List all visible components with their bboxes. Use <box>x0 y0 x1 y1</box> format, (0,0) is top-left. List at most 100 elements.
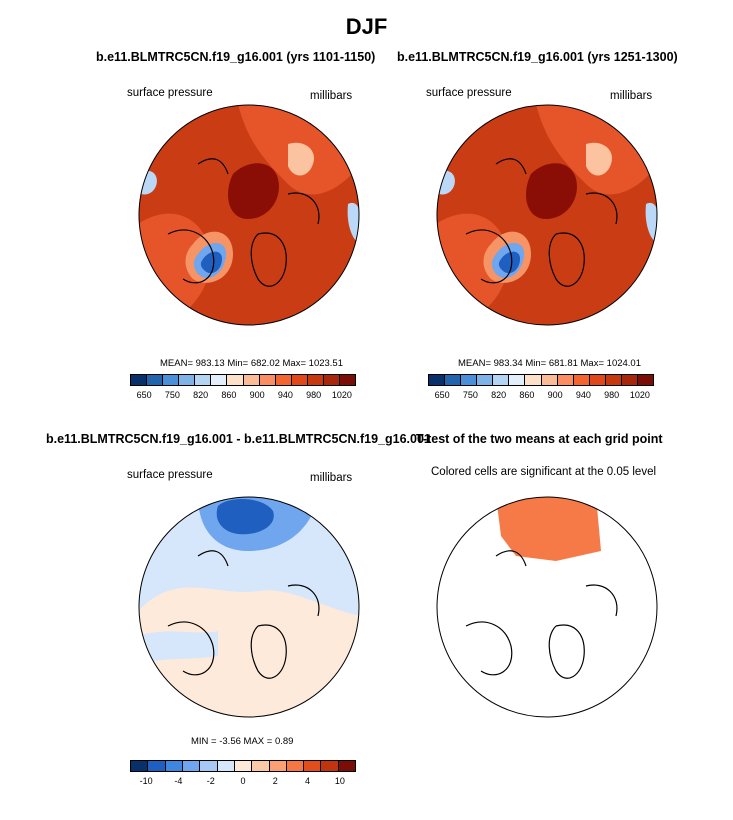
colorbar-cell <box>252 761 270 771</box>
map-bottom-right <box>436 496 658 718</box>
coastlines <box>465 158 618 287</box>
colorbar-tick-label: 820 <box>491 390 507 400</box>
colorbar-tick-label: 10 <box>334 776 345 786</box>
colorbar-bottom-left: -10 -4 -2 0 2 4 10 <box>130 760 356 786</box>
colorbar-cell <box>323 375 341 385</box>
colorbar-top-left: 650 750 820 860 900 940 980 1020 <box>130 374 356 400</box>
pressure-peach-patch <box>288 142 314 176</box>
colorbar-ticks: -10 -4 -2 0 2 4 10 <box>130 776 356 788</box>
pressure-ridge <box>228 163 279 219</box>
colorbar-tick-label: 4 <box>305 776 311 786</box>
map-border <box>436 496 658 718</box>
colorbar-cells <box>130 760 356 772</box>
colorbar-cell <box>445 375 462 385</box>
colorbar-tick-label: -4 <box>174 776 183 786</box>
colorbar-cell <box>321 761 339 771</box>
left-label-bottom-left: surface pressure <box>127 469 213 481</box>
colorbar-cell <box>275 375 292 385</box>
colorbar-cell <box>269 761 287 771</box>
colorbar-tick-label: 750 <box>164 390 180 400</box>
left-label-top-left: surface pressure <box>127 87 213 99</box>
colorbar-tick-label: 2 <box>272 776 278 786</box>
colorbar-cells <box>428 374 654 386</box>
left-label-top-right: surface pressure <box>426 87 512 99</box>
colorbar-cell <box>131 375 148 385</box>
pressure-ridge <box>526 163 577 219</box>
colorbar-cell <box>307 375 324 385</box>
map-top-left <box>138 104 360 326</box>
colorbar-tick-label: 650 <box>434 390 450 400</box>
colorbar-tick-label: 900 <box>547 390 563 400</box>
colorbar-cell <box>429 375 446 385</box>
difference-low-core <box>216 499 274 535</box>
colorbar-cell <box>165 761 183 771</box>
colorbar-tick-label: 860 <box>519 390 535 400</box>
colorbar-cell <box>148 761 166 771</box>
colorbar-cell <box>638 375 654 385</box>
colorbar-cell <box>234 761 253 771</box>
colorbar-cell <box>259 375 276 385</box>
colorbar-ticks: 650 750 820 860 900 940 980 1020 <box>428 390 654 402</box>
colorbar-cell <box>557 375 574 385</box>
colorbar-cell <box>509 375 526 385</box>
colorbar-cell <box>304 761 322 771</box>
colorbar-cell <box>179 375 196 385</box>
colorbar-tick-label: 980 <box>306 390 322 400</box>
colorbar-cell <box>589 375 606 385</box>
panel-title-bottom-right: T-test of the two means at each grid poi… <box>416 432 663 446</box>
figure-title: DJF <box>345 14 388 39</box>
colorbar-cell <box>525 375 542 385</box>
difference-field-band <box>139 631 218 666</box>
colorbar-tick-label: 980 <box>604 390 620 400</box>
colorbar-tick-label: 650 <box>136 390 152 400</box>
colorbar-cell <box>541 375 558 385</box>
colorbar-cell <box>340 375 356 385</box>
colorbar-cell <box>461 375 478 385</box>
colorbar-cell <box>338 761 356 771</box>
units-label-top-left: millibars <box>310 90 353 102</box>
colorbar-cell <box>195 375 212 385</box>
subtitle-bottom-right: Colored cells are significant at the 0.0… <box>431 466 657 478</box>
colorbar-cell <box>573 375 590 385</box>
stats-top-right: MEAN= 983.34 Min= 681.81 Max= 1024.01 <box>458 358 641 369</box>
colorbar-cell <box>211 375 228 385</box>
units-label-top-right: millibars <box>610 90 653 102</box>
colorbar-cells <box>130 374 356 386</box>
colorbar-cell <box>291 375 308 385</box>
colorbar-cell <box>217 761 235 771</box>
panel-title-top-left: b.e11.BLMTRC5CN.f19_g16.001 (yrs 1101-11… <box>96 50 376 64</box>
colorbar-cell <box>147 375 164 385</box>
map-bottom-left <box>138 496 360 718</box>
stats-bottom-left: MIN = -3.56 MAX = 0.89 <box>191 736 294 747</box>
colorbar-cell <box>163 375 180 385</box>
colorbar-tick-label: 820 <box>193 390 209 400</box>
colorbar-tick-label: -10 <box>139 776 153 786</box>
colorbar-top-right: 650 750 820 860 900 940 980 1020 <box>428 374 654 400</box>
colorbar-cell <box>182 761 201 771</box>
colorbar-cell <box>493 375 510 385</box>
pressure-peach-patch <box>586 142 612 176</box>
units-label-bottom-left: millibars <box>310 472 353 484</box>
colorbar-cell <box>227 375 244 385</box>
colorbar-cell <box>605 375 622 385</box>
map-border <box>436 104 658 326</box>
colorbar-cell <box>477 375 494 385</box>
pressure-low-core <box>498 251 521 274</box>
colorbar-tick-label: 940 <box>277 390 293 400</box>
pressure-low-core <box>200 251 223 274</box>
colorbar-cell <box>243 375 260 385</box>
colorbar-cell <box>200 761 218 771</box>
coastlines <box>465 550 618 679</box>
colorbar-ticks: 650 750 820 860 900 940 980 1020 <box>130 390 356 402</box>
colorbar-cell <box>621 375 639 385</box>
map-top-right <box>436 104 658 326</box>
panel-title-bottom-left: b.e11.BLMTRC5CN.f19_g16.001 - b.e11.BLMT… <box>46 432 431 446</box>
significance-region <box>496 497 601 561</box>
colorbar-tick-label: 940 <box>575 390 591 400</box>
colorbar-tick-label: 1020 <box>331 390 352 400</box>
colorbar-tick-label: 750 <box>462 390 478 400</box>
colorbar-cell <box>286 761 305 771</box>
coastlines <box>167 550 320 679</box>
colorbar-cell <box>131 761 149 771</box>
colorbar-tick-label: -2 <box>206 776 215 786</box>
